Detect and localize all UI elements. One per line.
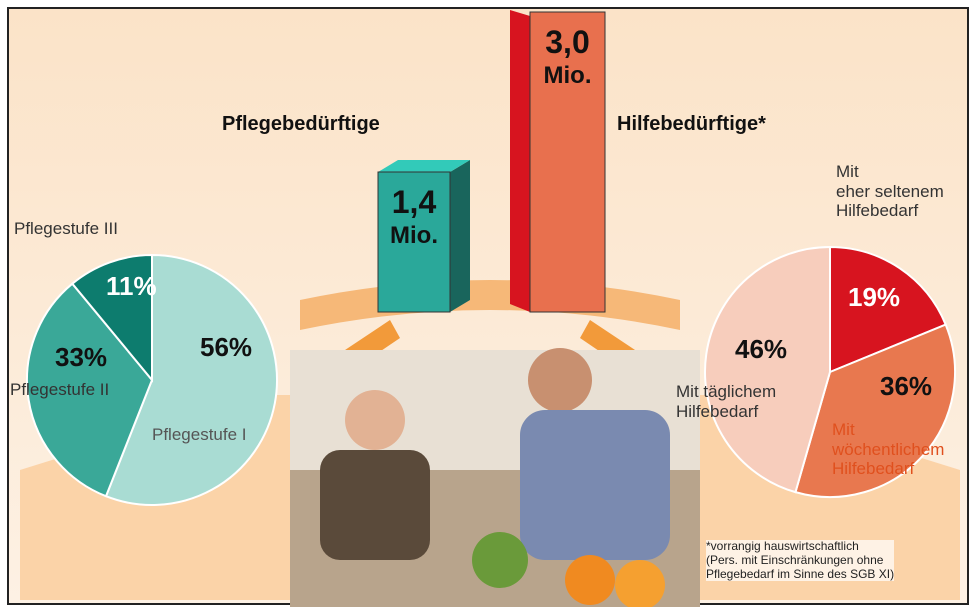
footnote: *vorrangig hauswirtschaftlich (Pers. mit… xyxy=(706,540,894,581)
slice-label: Mit täglichem Hilfebedarf xyxy=(676,382,776,421)
photo-vegetables xyxy=(472,532,528,588)
slice-label: Mit eher seltenem Hilfebedarf xyxy=(836,162,944,221)
value-label: 46% xyxy=(735,335,787,365)
value-label: 1,4 xyxy=(378,184,450,221)
photo-person xyxy=(528,348,592,412)
value-label: 33% xyxy=(55,343,107,373)
slice-label: Pflegestufe I xyxy=(152,425,247,445)
photo-fruit xyxy=(565,555,615,605)
value-label: 3,0 xyxy=(530,24,605,61)
value-label: 11% xyxy=(106,272,157,302)
value-unit: Mio. xyxy=(378,222,450,250)
slice-label: Mit wöchentlichem Hilfebedarf xyxy=(832,420,944,479)
chart xyxy=(0,0,976,607)
slice-label: Pflegestufe II xyxy=(10,380,109,400)
bar-category: Hilfebedürftige* xyxy=(617,113,766,136)
bar-side xyxy=(450,160,470,312)
value-label: 56% xyxy=(200,333,252,363)
infographic: 1,4Mio.Pflegebedürftige3,0Mio.Hilfebedür… xyxy=(0,0,976,607)
bar-side xyxy=(510,10,530,312)
value-unit: Mio. xyxy=(530,62,605,90)
slice-label: Pflegestufe III xyxy=(14,219,118,239)
photo-person xyxy=(520,410,670,560)
photo-person xyxy=(320,450,430,560)
photo-person xyxy=(345,390,405,450)
value-label: 36% xyxy=(880,372,932,402)
bar-category: Pflegebedürftige xyxy=(222,113,380,136)
value-label: 19% xyxy=(848,283,900,313)
